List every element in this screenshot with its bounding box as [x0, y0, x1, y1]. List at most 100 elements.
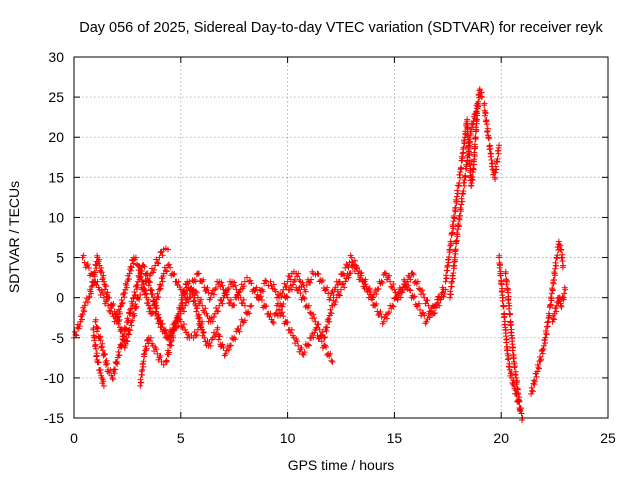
data-point — [193, 331, 200, 338]
data-point — [471, 161, 478, 168]
data-point — [538, 356, 545, 363]
data-point — [227, 296, 234, 303]
data-point — [116, 310, 123, 317]
data-point — [98, 269, 105, 276]
y-tick-label: 5 — [56, 250, 64, 266]
data-point — [132, 254, 139, 261]
data-point — [118, 297, 125, 304]
data-point — [446, 254, 453, 261]
data-point — [218, 297, 225, 304]
data-point — [471, 153, 478, 160]
data-point — [141, 350, 148, 357]
data-point — [116, 352, 123, 359]
data-point — [94, 278, 101, 285]
data-point — [424, 297, 431, 304]
data-point — [327, 294, 334, 301]
data-point — [214, 324, 221, 331]
data-point — [191, 297, 198, 304]
data-point — [153, 256, 160, 263]
data-point — [305, 342, 312, 349]
y-tick-label: -10 — [44, 370, 64, 386]
data-point — [501, 313, 508, 320]
data-point — [422, 300, 429, 307]
data-point — [138, 268, 145, 275]
data-point — [132, 291, 139, 298]
data-point — [227, 342, 234, 349]
data-point — [166, 261, 173, 268]
data-point — [315, 321, 322, 328]
data-point — [99, 340, 106, 347]
data-point — [201, 334, 208, 341]
data-point — [453, 237, 460, 244]
data-point — [510, 344, 517, 351]
data-point — [246, 310, 253, 317]
data-point — [561, 290, 568, 297]
data-point — [458, 201, 465, 208]
data-point — [489, 160, 496, 167]
data-point — [272, 288, 279, 295]
data-point — [280, 300, 287, 307]
data-point — [558, 303, 565, 310]
data-point — [181, 321, 188, 328]
data-point — [460, 149, 467, 156]
data-point — [274, 300, 281, 307]
data-point — [104, 296, 111, 303]
data-point — [166, 333, 173, 340]
data-point — [455, 223, 462, 230]
data-point — [449, 275, 456, 282]
data-point — [327, 306, 334, 313]
data-point — [196, 314, 203, 321]
data-point — [84, 299, 91, 306]
data-point — [215, 336, 222, 343]
data-point — [234, 292, 241, 299]
data-point — [471, 111, 478, 118]
data-point — [157, 352, 164, 359]
data-point — [478, 94, 485, 101]
data-point — [131, 312, 138, 319]
data-point — [270, 281, 277, 288]
data-point — [323, 328, 330, 335]
data-point — [170, 271, 177, 278]
data-point — [129, 302, 136, 309]
data-point — [121, 331, 128, 338]
data-point — [158, 321, 165, 328]
data-point — [468, 180, 475, 187]
data-point — [390, 303, 397, 310]
data-point — [269, 318, 276, 325]
data-point — [355, 270, 362, 277]
data-point — [348, 254, 355, 261]
data-point — [548, 290, 555, 297]
data-point — [109, 310, 116, 317]
data-point — [292, 276, 299, 283]
data-point — [79, 316, 86, 323]
data-point — [98, 265, 105, 272]
data-point — [447, 291, 454, 298]
data-point — [218, 279, 225, 286]
data-point — [308, 276, 315, 283]
data-point — [509, 335, 516, 342]
data-point — [100, 378, 107, 385]
data-point — [244, 274, 251, 281]
data-point — [126, 276, 133, 283]
data-point — [497, 272, 504, 279]
data-point — [210, 291, 217, 298]
data-point — [295, 342, 302, 349]
data-point — [452, 246, 459, 253]
y-tick-label: 0 — [56, 290, 64, 306]
data-point — [100, 272, 107, 279]
data-point — [495, 150, 502, 157]
data-point — [103, 361, 110, 368]
data-point — [386, 272, 393, 279]
data-point — [140, 363, 147, 370]
data-point — [279, 303, 286, 310]
data-point — [154, 350, 161, 357]
data-point — [464, 152, 471, 159]
data-point — [333, 294, 340, 301]
data-point — [231, 302, 238, 309]
data-point — [351, 257, 358, 264]
data-point — [459, 198, 466, 205]
data-point — [170, 328, 177, 335]
data-point — [334, 281, 341, 288]
data-point — [488, 156, 495, 163]
